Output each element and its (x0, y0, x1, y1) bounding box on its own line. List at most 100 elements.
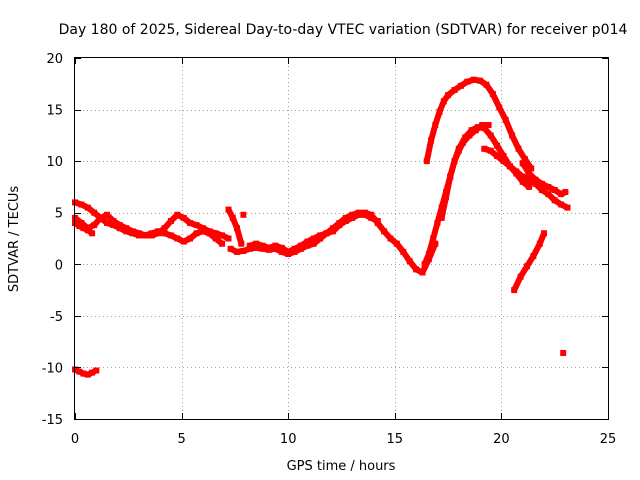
data-point (110, 222, 117, 229)
data-point (240, 247, 247, 254)
series-track-m (519, 160, 569, 198)
data-point (199, 228, 206, 235)
data-point (330, 228, 336, 235)
data-point (530, 253, 537, 259)
x-axis-label: GPS time / hours (287, 459, 396, 474)
data-point (193, 230, 200, 237)
data-point (562, 189, 569, 196)
data-point (500, 158, 507, 165)
data-point (227, 245, 234, 252)
data-point (440, 98, 447, 105)
data-point (167, 232, 174, 239)
data-point (212, 230, 219, 237)
data-point (432, 122, 439, 128)
data-point (78, 201, 85, 208)
x-tick-label: 10 (280, 432, 297, 447)
data-point (477, 77, 484, 84)
data-marks (72, 76, 571, 378)
x-tick-label: 25 (600, 432, 617, 447)
y-tick-label: 15 (46, 104, 63, 119)
data-point (481, 125, 488, 132)
data-point (291, 245, 298, 252)
data-point (513, 168, 520, 175)
data-point (425, 251, 432, 257)
data-point (460, 139, 466, 146)
data-point (430, 235, 437, 242)
data-point (278, 244, 285, 251)
data-point (272, 242, 279, 249)
data-point (89, 230, 96, 237)
data-point (509, 132, 516, 139)
data-point (304, 238, 311, 245)
data-point (455, 147, 462, 154)
data-point (479, 122, 486, 128)
data-point (526, 183, 533, 190)
data-point (538, 187, 545, 193)
data-point (238, 240, 245, 247)
data-point (447, 173, 454, 180)
data-point (193, 222, 200, 229)
data-point (485, 122, 492, 128)
data-point (551, 197, 558, 204)
data-point (174, 235, 181, 242)
series-track-o (560, 350, 567, 356)
data-point (84, 204, 91, 211)
data-point (451, 158, 458, 165)
data-point (78, 220, 85, 226)
series-track-b (72, 199, 226, 247)
data-point (161, 230, 168, 237)
data-point (464, 78, 471, 85)
data-point (91, 222, 98, 229)
data-point (494, 142, 501, 149)
data-point (225, 235, 232, 242)
data-point (336, 222, 343, 229)
data-point (84, 227, 91, 234)
data-point (558, 201, 565, 208)
data-point (219, 240, 226, 247)
data-point (545, 191, 552, 198)
data-point (246, 242, 253, 249)
data-point (558, 191, 565, 198)
data-point (253, 240, 260, 247)
data-point (148, 230, 155, 237)
y-tick-label: 20 (46, 52, 63, 67)
data-point (432, 240, 439, 247)
y-tick-label: -10 (42, 361, 63, 376)
data-point (438, 214, 445, 221)
data-point (419, 269, 426, 276)
data-point (517, 273, 524, 280)
data-point (489, 91, 496, 98)
chart-title: Day 180 of 2025, Sidereal Day-to-day VTE… (59, 22, 628, 38)
series-trace (225, 206, 245, 247)
x-tick-label: 0 (71, 432, 79, 447)
data-point (84, 371, 91, 378)
data-point (206, 230, 213, 237)
data-point (136, 232, 142, 239)
y-tick-label: 10 (46, 155, 63, 170)
y-tick-label: 0 (55, 258, 63, 273)
data-point (180, 238, 187, 245)
data-point (298, 242, 304, 249)
data-point (310, 235, 317, 242)
data-point (451, 87, 458, 93)
data-point (129, 230, 136, 237)
data-point (229, 214, 236, 221)
data-point (381, 228, 388, 235)
data-point (161, 225, 168, 232)
data-point (304, 242, 311, 249)
data-point (393, 240, 400, 247)
data-point (406, 258, 413, 265)
data-point (443, 194, 449, 201)
data-point (423, 158, 430, 165)
data-point (457, 82, 464, 89)
data-point (400, 248, 407, 255)
y-tick-label: -5 (50, 310, 63, 325)
y-tick-label: 5 (55, 207, 63, 222)
series-trace (438, 122, 492, 221)
data-point (428, 137, 434, 144)
data-point (560, 350, 567, 356)
data-point (526, 176, 533, 183)
data-point (155, 228, 162, 235)
data-point (89, 369, 96, 376)
